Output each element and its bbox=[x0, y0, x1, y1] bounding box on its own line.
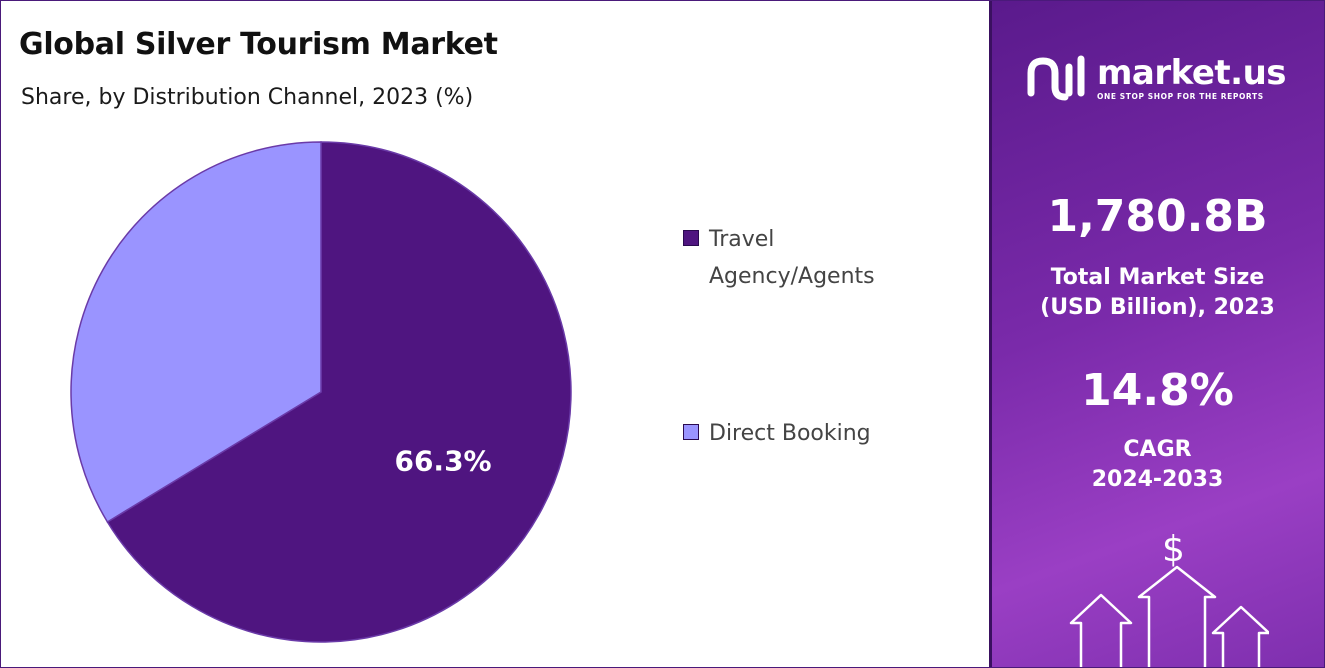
arrows-up-icon bbox=[1069, 565, 1269, 667]
brand-logo: market.us ONE STOP SHOP FOR THE REPORTS bbox=[1025, 52, 1287, 103]
market-size-value: 1,780.8B bbox=[1047, 191, 1268, 242]
brand-name: market.us bbox=[1097, 52, 1287, 93]
chart-title: Global Silver Tourism Market bbox=[19, 27, 498, 62]
legend-swatch-travel-agency bbox=[683, 230, 699, 246]
pie-slice-direct-booking bbox=[70, 141, 322, 523]
pie-chart: 66.3% bbox=[70, 141, 572, 643]
legend-label-direct-booking: Direct Booking bbox=[709, 421, 871, 446]
market-summary-panel: market.us ONE STOP SHOP FOR THE REPORTS … bbox=[989, 1, 1324, 667]
chart-subtitle: Share, by Distribution Channel, 2023 (%) bbox=[21, 85, 474, 110]
market-size-label: Total Market Size (USD Billion), 2023 bbox=[1040, 265, 1275, 320]
dollar-icon: $ bbox=[1162, 529, 1185, 570]
pie-slice-travel-agency-agents bbox=[106, 141, 572, 643]
brand-tagline: ONE STOP SHOP FOR THE REPORTS bbox=[1097, 91, 1264, 101]
market-us-logo-icon bbox=[1027, 55, 1085, 101]
legend-label-travel-agency: Travel Agency/Agents bbox=[709, 227, 875, 289]
pie-data-label: 66.3% bbox=[394, 445, 491, 478]
cagr-label: CAGR 2024-2033 bbox=[1091, 437, 1224, 492]
cagr-value: 14.8% bbox=[1081, 365, 1234, 416]
panel-divider bbox=[989, 1, 992, 667]
legend-item-travel-agency: Travel Agency/Agents bbox=[683, 221, 909, 295]
legend-swatch-direct-booking bbox=[683, 424, 699, 440]
legend-item-direct-booking: Direct Booking bbox=[683, 415, 909, 452]
